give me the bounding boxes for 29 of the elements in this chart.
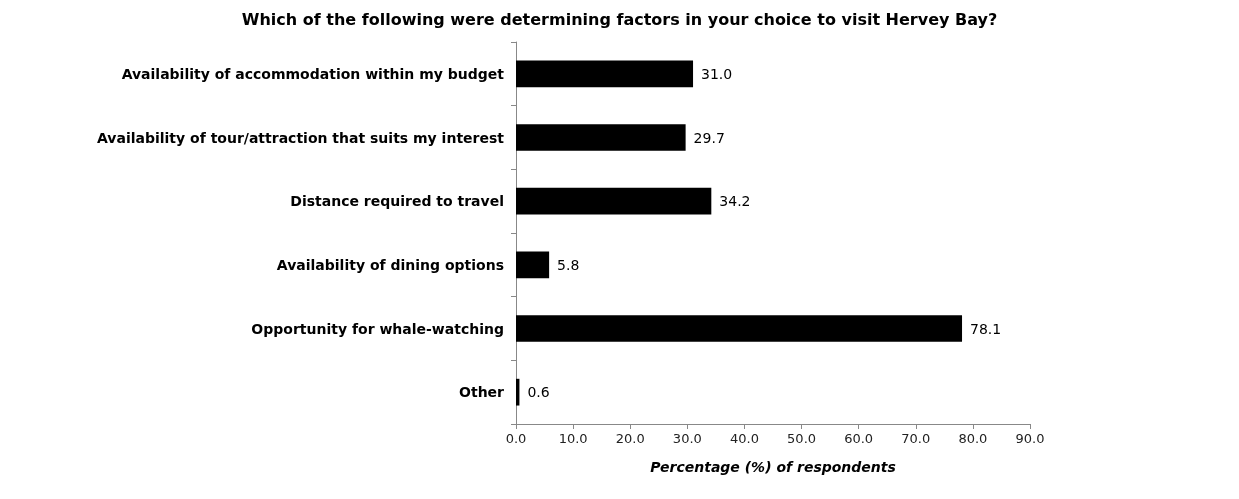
data-label: 31.0	[701, 65, 733, 82]
y-tick-label: Distance required to travel	[290, 193, 504, 210]
x-tick-label: 0.0	[505, 431, 527, 446]
data-label: 0.6	[527, 384, 550, 401]
bar	[516, 187, 712, 215]
x-tick-label: 90.0	[1015, 431, 1045, 446]
bar	[516, 124, 686, 151]
bar	[516, 251, 550, 279]
x-tick-label: 40.0	[729, 431, 759, 446]
y-tick-label: Other	[459, 384, 505, 401]
y-tick-label: Availability of accommodation within my budget	[121, 65, 505, 82]
data-label: 78.1	[970, 320, 1002, 337]
x-axis-title: Percentage (%) of respondents	[650, 459, 896, 475]
chart-title: Which of the following were determining factors in your choice to visit Hervey Bay?	[241, 9, 998, 29]
data-label: 34.2	[719, 193, 751, 210]
x-tick-label: 60.0	[844, 431, 874, 446]
data-label: 5.8	[557, 256, 580, 273]
x-tick-label: 80.0	[958, 431, 988, 446]
x-tick-label: 20.0	[615, 431, 645, 446]
y-tick-label: Availability of tour/attraction that suits my interest	[96, 129, 505, 146]
x-tick-label: 30.0	[672, 431, 702, 446]
x-tick-label: 70.0	[901, 431, 931, 446]
y-tick-label: Availability of dining options	[276, 256, 504, 273]
data-label: 29.7	[693, 129, 725, 146]
x-tick-label: 10.0	[558, 431, 588, 446]
y-tick-label: Opportunity for whale-watching	[251, 320, 504, 337]
x-tick-label: 50.0	[787, 431, 817, 446]
bar	[516, 315, 963, 342]
bar	[516, 60, 694, 88]
